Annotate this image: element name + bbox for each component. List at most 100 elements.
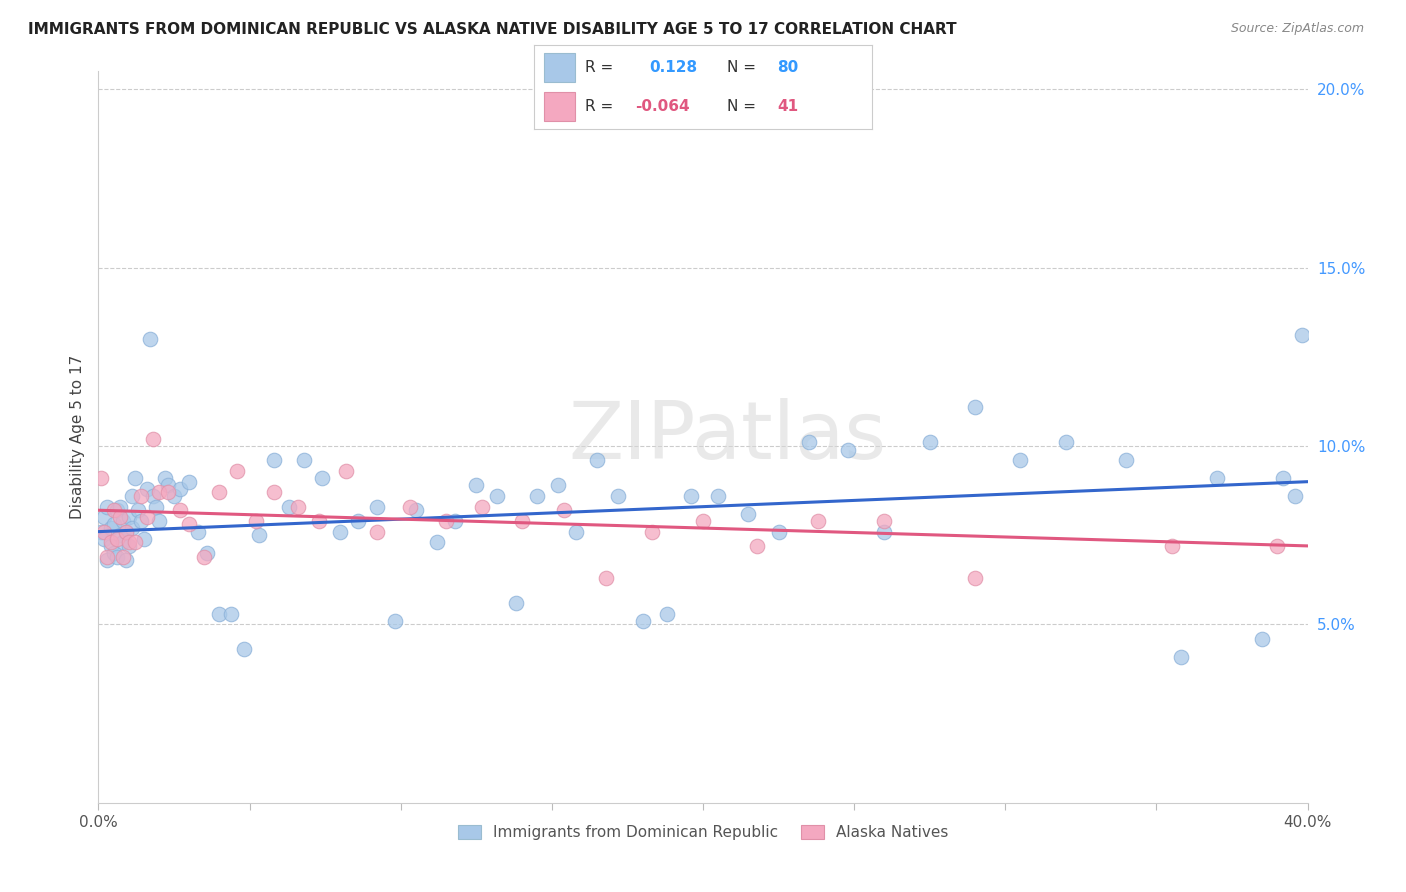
Text: N =: N = bbox=[727, 60, 755, 75]
Point bbox=[405, 503, 427, 517]
Point bbox=[565, 524, 588, 539]
Point bbox=[90, 471, 112, 485]
Point bbox=[124, 471, 146, 485]
Point bbox=[148, 485, 170, 500]
Point bbox=[1291, 328, 1313, 343]
Point bbox=[145, 500, 167, 514]
Y-axis label: Disability Age 5 to 17: Disability Age 5 to 17 bbox=[69, 355, 84, 519]
Point bbox=[169, 503, 191, 517]
Point bbox=[93, 532, 115, 546]
Text: 0.128: 0.128 bbox=[650, 60, 697, 75]
Point bbox=[208, 607, 231, 621]
Point bbox=[108, 510, 131, 524]
Point bbox=[139, 332, 162, 346]
Point bbox=[118, 539, 141, 553]
Point bbox=[208, 485, 231, 500]
Point bbox=[1160, 539, 1182, 553]
Point bbox=[366, 524, 388, 539]
Bar bbox=[544, 92, 575, 120]
Point bbox=[797, 435, 820, 450]
Point bbox=[135, 510, 157, 524]
Text: 80: 80 bbox=[778, 60, 799, 75]
Point bbox=[1170, 649, 1192, 664]
Point bbox=[100, 539, 122, 553]
Point bbox=[90, 524, 112, 539]
Point bbox=[103, 503, 125, 517]
Point bbox=[111, 514, 134, 528]
Point bbox=[105, 549, 128, 564]
Point bbox=[1010, 453, 1032, 467]
Point bbox=[398, 500, 420, 514]
Point bbox=[366, 500, 388, 514]
Point bbox=[873, 524, 896, 539]
Point bbox=[111, 535, 134, 549]
Point bbox=[1267, 539, 1289, 553]
Point bbox=[553, 503, 575, 517]
Point bbox=[1284, 489, 1306, 503]
Point bbox=[127, 503, 149, 517]
Point bbox=[510, 514, 533, 528]
Point bbox=[129, 514, 152, 528]
Point bbox=[93, 524, 115, 539]
Point bbox=[308, 514, 330, 528]
Point bbox=[135, 482, 157, 496]
Bar bbox=[544, 54, 575, 82]
Point bbox=[586, 453, 609, 467]
Point bbox=[747, 539, 769, 553]
Point bbox=[103, 546, 125, 560]
Text: R =: R = bbox=[585, 60, 613, 75]
Point bbox=[292, 453, 315, 467]
Point bbox=[195, 546, 218, 560]
Point bbox=[96, 549, 118, 564]
Point bbox=[607, 489, 630, 503]
Point bbox=[121, 521, 143, 535]
Text: 41: 41 bbox=[778, 99, 799, 114]
Point bbox=[426, 535, 449, 549]
Point bbox=[526, 489, 548, 503]
Point bbox=[1272, 471, 1295, 485]
Point bbox=[245, 514, 267, 528]
Point bbox=[263, 453, 285, 467]
Point bbox=[1115, 453, 1137, 467]
Point bbox=[156, 478, 179, 492]
Text: R =: R = bbox=[585, 99, 613, 114]
Point bbox=[129, 489, 152, 503]
Point bbox=[287, 500, 309, 514]
Point bbox=[277, 500, 299, 514]
Point bbox=[96, 500, 118, 514]
Point bbox=[121, 489, 143, 503]
Point bbox=[692, 514, 714, 528]
Point bbox=[169, 482, 191, 496]
Point bbox=[263, 485, 285, 500]
Point bbox=[232, 642, 254, 657]
Point bbox=[311, 471, 333, 485]
Point bbox=[100, 535, 122, 549]
Point bbox=[93, 510, 115, 524]
Point bbox=[118, 510, 141, 524]
Point bbox=[1251, 632, 1274, 646]
Point bbox=[193, 549, 215, 564]
Point bbox=[114, 524, 136, 539]
Text: IMMIGRANTS FROM DOMINICAN REPUBLIC VS ALASKA NATIVE DISABILITY AGE 5 TO 17 CORRE: IMMIGRANTS FROM DOMINICAN REPUBLIC VS AL… bbox=[28, 22, 956, 37]
Point bbox=[486, 489, 509, 503]
Point bbox=[142, 432, 165, 446]
Point bbox=[226, 464, 249, 478]
Point bbox=[111, 549, 134, 564]
Text: ZIPatlas: ZIPatlas bbox=[568, 398, 886, 476]
Point bbox=[737, 507, 759, 521]
Point bbox=[918, 435, 941, 450]
Point bbox=[347, 514, 370, 528]
Point bbox=[148, 514, 170, 528]
Point bbox=[655, 607, 678, 621]
Point bbox=[100, 521, 122, 535]
Point bbox=[384, 614, 406, 628]
Point bbox=[465, 478, 488, 492]
Point bbox=[114, 553, 136, 567]
Point bbox=[434, 514, 457, 528]
Point bbox=[105, 532, 128, 546]
Point bbox=[179, 475, 201, 489]
Point bbox=[221, 607, 243, 621]
Point bbox=[105, 503, 128, 517]
Text: -0.064: -0.064 bbox=[636, 99, 690, 114]
Point bbox=[707, 489, 730, 503]
